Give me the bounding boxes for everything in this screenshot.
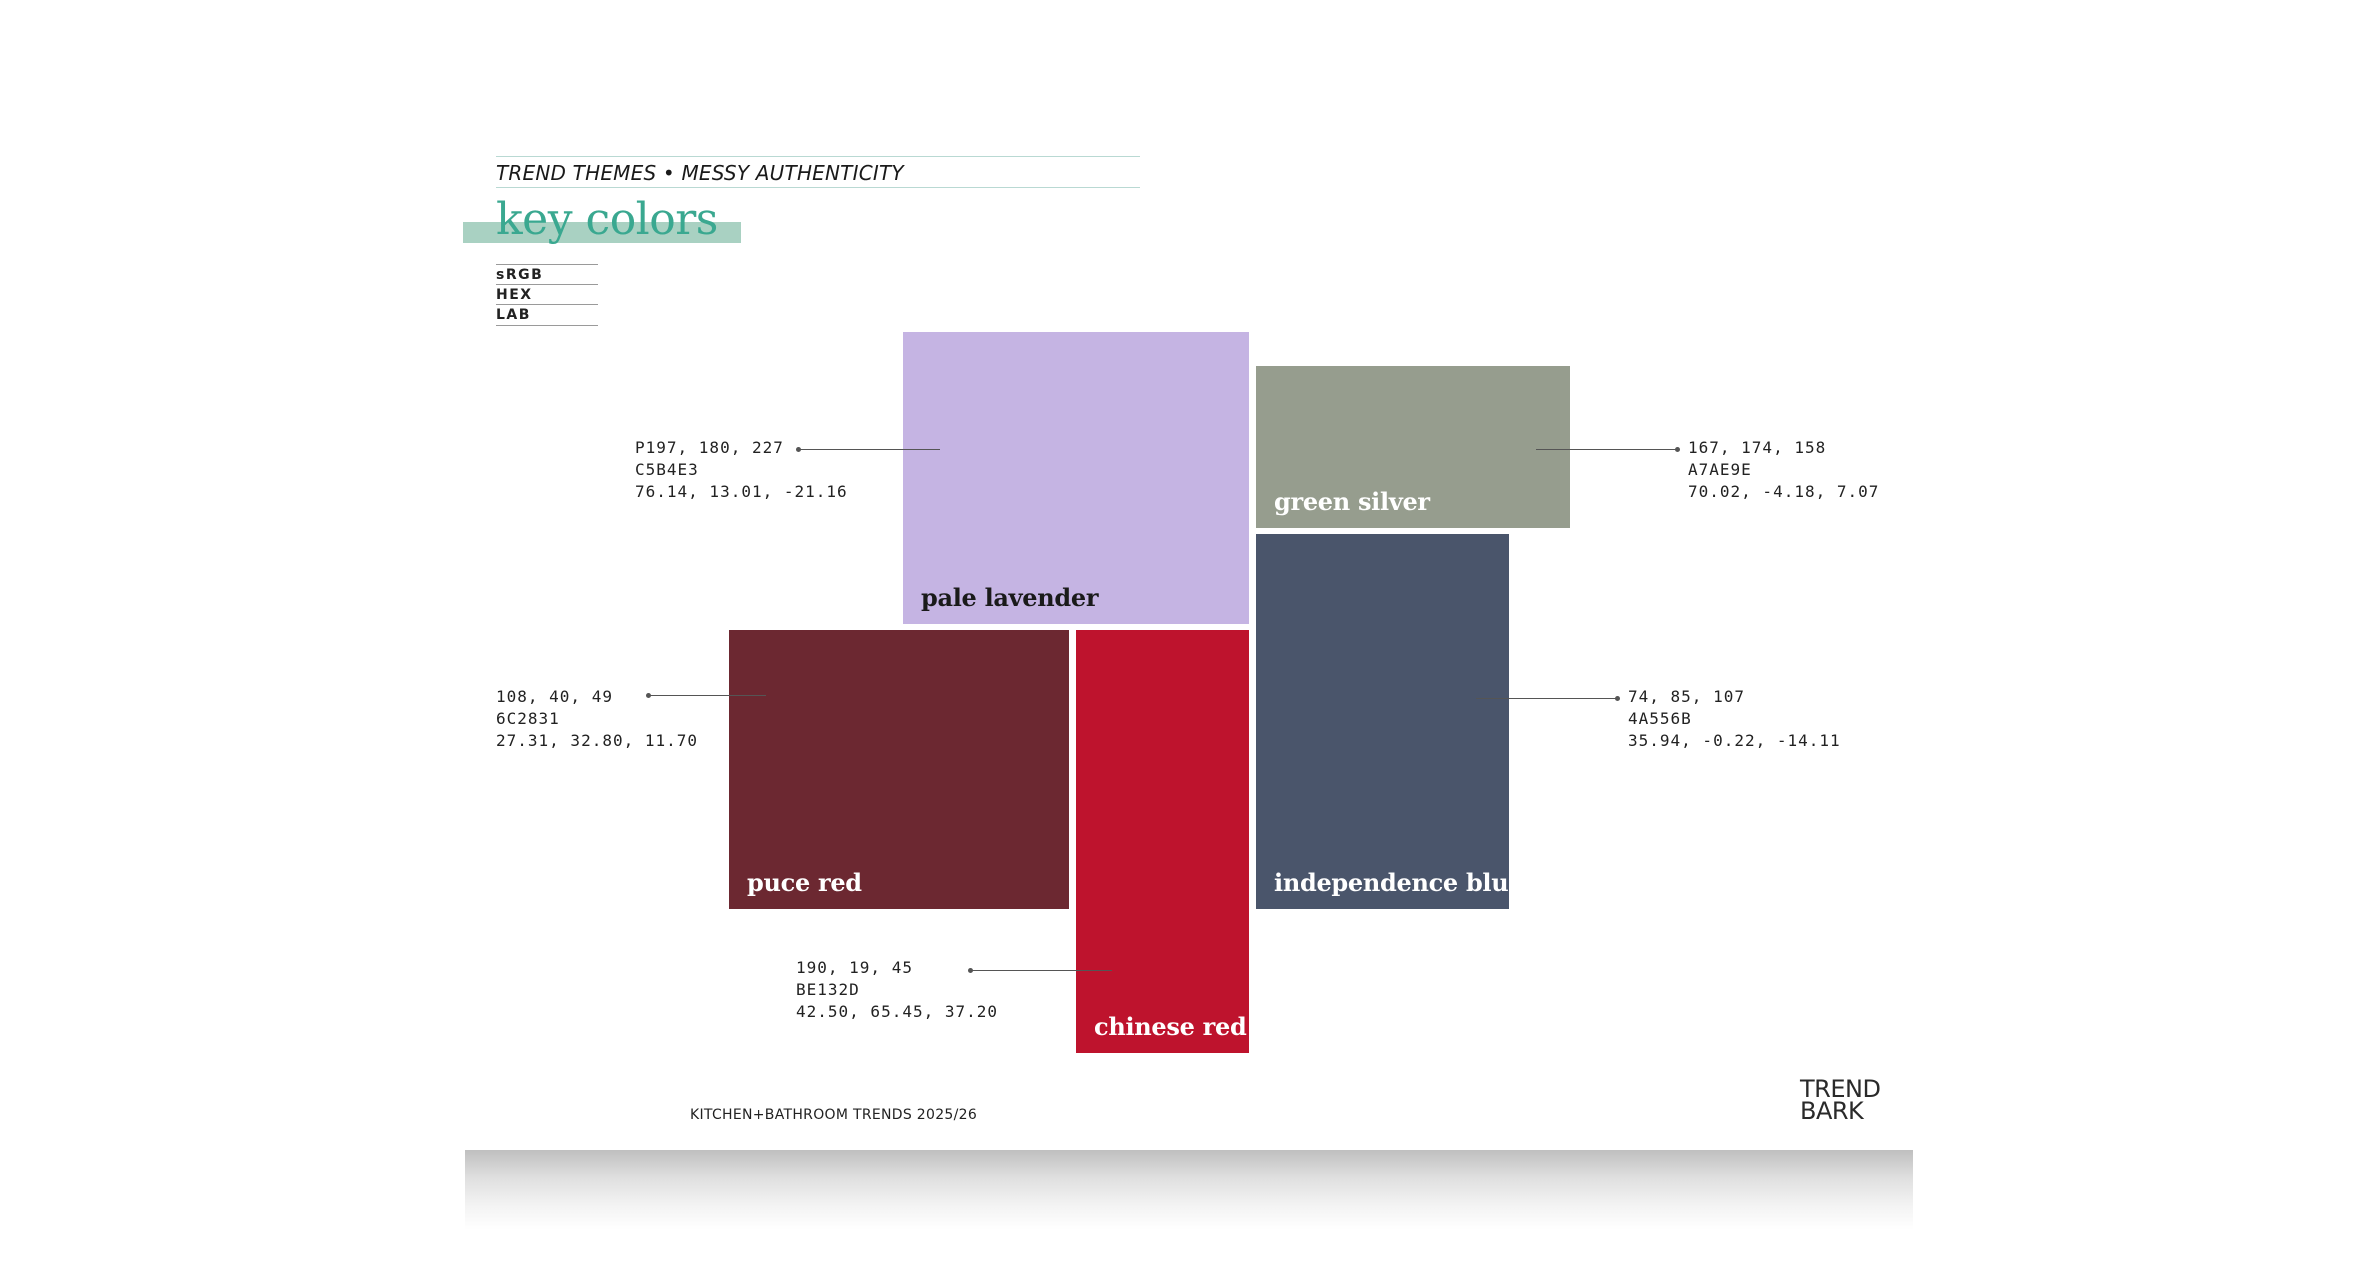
values-chinese-red: 190, 19, 45 BE132D 42.50, 65.45, 37.20 [796, 957, 998, 1023]
legend-hex: HEX [496, 284, 598, 304]
lab-value: 27.31, 32.80, 11.70 [496, 731, 699, 750]
lab-value: 42.50, 65.45, 37.20 [796, 1002, 999, 1021]
hex-value: BE132D [796, 980, 860, 999]
swatch-independence-blue: independence blue [1256, 534, 1524, 909]
lab-value: 35.94, -0.22, -14.11 [1628, 731, 1841, 750]
footer-text: KITCHEN+BATHROOM TRENDS 2025/26 [690, 1107, 978, 1123]
srgb-value: P197, 180, 227 [635, 438, 784, 457]
srgb-value: 167, 174, 158 [1688, 438, 1827, 457]
swatch-name: green silver [1274, 487, 1430, 516]
leader-dot [968, 968, 973, 973]
swatch-puce-red: puce red [729, 630, 1069, 909]
lab-value: 76.14, 13.01, -21.16 [635, 482, 848, 501]
leader-line-independence-blue [1476, 696, 1620, 701]
legend-lab: LAB [496, 304, 598, 326]
hex-value: 6C2831 [496, 709, 560, 728]
leader-dot [1675, 447, 1680, 452]
leader-line-pale-lavender [796, 447, 940, 452]
leader-dot [1615, 696, 1620, 701]
leader-dot [796, 447, 801, 452]
swatch-name: pale lavender [921, 583, 1099, 612]
swatch-green-silver: green silver [1256, 366, 1570, 528]
slide-shadow [465, 1150, 1913, 1230]
leader-line-green-silver [1536, 447, 1680, 452]
hex-value: 4A556B [1628, 709, 1692, 728]
leader-dot [646, 693, 651, 698]
swatch-name: independence blue [1274, 868, 1524, 897]
theme-header: TREND THEMES • MESSY AUTHENTICITY [496, 156, 1140, 188]
theme-line: TREND THEMES • MESSY AUTHENTICITY [496, 161, 904, 185]
lab-value: 70.02, -4.18, 7.07 [1688, 482, 1880, 501]
srgb-value: 190, 19, 45 [796, 958, 913, 977]
values-green-silver: 167, 174, 158 A7AE9E 70.02, -4.18, 7.07 [1688, 437, 1879, 503]
title-highlight [463, 222, 741, 243]
swatch-pale-lavender: pale lavender [903, 332, 1249, 624]
swatch-chinese-red: chinese red [1076, 630, 1249, 1053]
logo-line-1: TREND [1800, 1075, 1881, 1103]
hex-value: A7AE9E [1688, 460, 1752, 479]
swatch-name: chinese red [1094, 1012, 1247, 1041]
srgb-value: 108, 40, 49 [496, 687, 613, 706]
color-format-legend: sRGB HEX LAB [496, 264, 598, 326]
hex-value: C5B4E3 [635, 460, 699, 479]
values-independence-blue: 74, 85, 107 4A556B 35.94, -0.22, -14.11 [1628, 686, 1841, 752]
logo-line-2: BARK [1800, 1097, 1864, 1125]
page-title: key colors [496, 194, 718, 245]
values-pale-lavender: P197, 180, 227 C5B4E3 76.14, 13.01, -21.… [635, 437, 848, 503]
swatch-name: puce red [747, 868, 862, 897]
trendbark-logo: TREND BARK [1800, 1075, 1890, 1125]
leader-line-chinese-red [968, 968, 1112, 973]
values-puce-red: 108, 40, 49 6C2831 27.31, 32.80, 11.70 [496, 686, 698, 752]
legend-srgb: sRGB [496, 264, 598, 284]
srgb-value: 74, 85, 107 [1628, 687, 1745, 706]
leader-line-puce-red [646, 693, 766, 698]
